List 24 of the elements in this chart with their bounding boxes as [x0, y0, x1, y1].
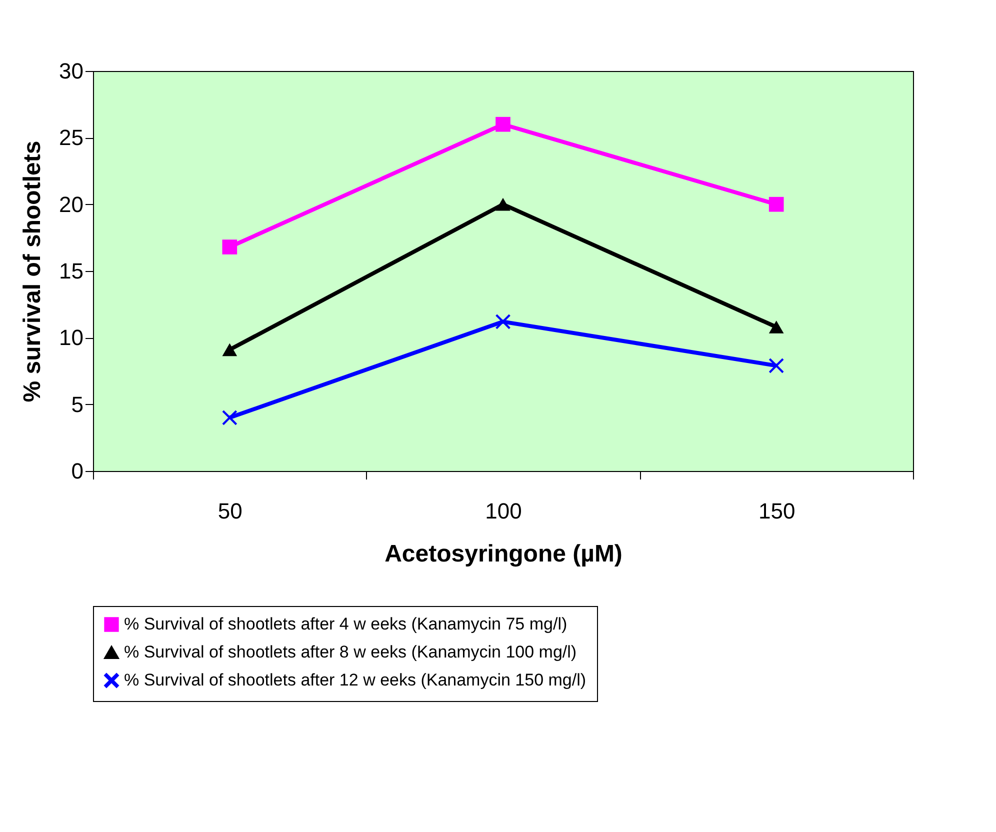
point: [496, 314, 510, 330]
point: [768, 358, 784, 374]
y-tick-label: 30: [59, 58, 84, 84]
point: [222, 240, 238, 254]
point: [768, 320, 784, 334]
point: [496, 198, 510, 211]
y-tick-label: 10: [59, 325, 84, 350]
y-tick-label: 20: [59, 192, 84, 217]
point: [222, 343, 238, 356]
y-tick-label: 25: [59, 125, 84, 150]
point: [222, 410, 238, 426]
x-tick-label: 100: [485, 498, 522, 524]
legend-label: % Survival of shootlets after 12 w eeks (Kanamycin 150 mg/l): [124, 670, 586, 690]
y-tick-label: 0: [71, 458, 84, 484]
point: [768, 196, 784, 212]
y-tick-label: 5: [71, 392, 84, 417]
legend-label: % Survival of shootlets after 8 w eeks (Kanamycin 100 mg/l): [124, 642, 577, 662]
x-tick-label: 150: [758, 498, 796, 524]
point: [496, 116, 510, 132]
y-axis-title: % survival of shootlets: [19, 140, 46, 402]
x-axis-title: Acetosyringone (µM): [384, 540, 622, 568]
x-tick-label: 50: [218, 498, 242, 524]
y-tick-label: 15: [59, 258, 84, 284]
legend-label: % Survival of shootlets after 4 w eeks (Kanamycin 75 mg/l): [124, 614, 568, 634]
